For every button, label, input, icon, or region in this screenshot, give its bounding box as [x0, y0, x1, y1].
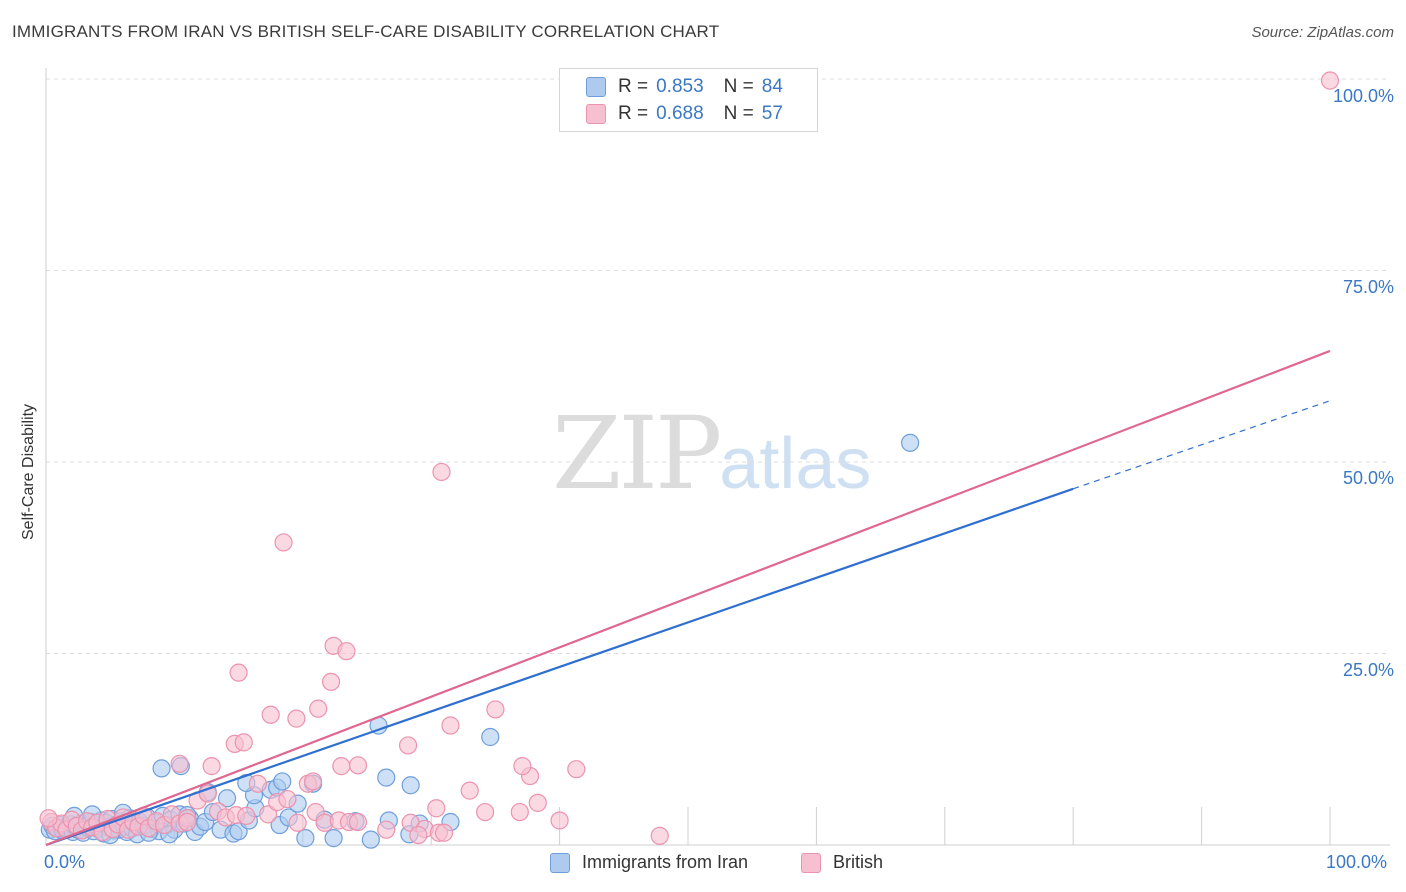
iran-point [273, 772, 292, 791]
british-point [427, 799, 446, 818]
iran-point [324, 829, 343, 848]
iran-point [152, 759, 171, 778]
british-point [460, 781, 479, 800]
legend-swatch-blue [586, 77, 606, 97]
british-point [332, 757, 351, 776]
british-point [287, 709, 306, 728]
british-point [321, 672, 341, 691]
legend-swatch-pink [586, 104, 606, 124]
trendline-iran-extension [1073, 400, 1331, 490]
legend-n-label: N = [723, 76, 754, 97]
chart-title: IMMIGRANTS FROM IRAN VS BRITISH SELF-CAR… [12, 22, 720, 41]
legend-row-iran: R = 0.853 N = 84 [586, 75, 783, 99]
british-point [237, 806, 256, 825]
y-axis-label: Self-Care Disability [20, 403, 37, 540]
legend-r-value: 0.853 [656, 76, 704, 97]
british-point [550, 811, 569, 830]
series-iran-points [40, 433, 920, 849]
iran-point [361, 830, 380, 849]
legend-n-value: 84 [761, 76, 783, 97]
british-point [486, 700, 505, 719]
legend-n-label: N = [723, 103, 754, 124]
british-point [377, 820, 396, 839]
x-tick-0: 0.0% [44, 852, 86, 872]
axes [45, 68, 1390, 846]
legend-r-label: R = [618, 76, 649, 97]
watermark-atlas: atlas [719, 424, 872, 504]
series-british-points [39, 71, 1340, 845]
y-tick-100: 100.0% [1332, 86, 1394, 106]
legend-swatch-blue [550, 852, 570, 873]
iran-point [481, 727, 500, 747]
legend-swatch-pink [801, 852, 821, 873]
legend-label-british: British [833, 852, 884, 872]
british-point [309, 699, 328, 718]
legend-r-label: R = [618, 103, 649, 124]
british-point [510, 802, 529, 822]
legend-item-iran: Immigrants from Iran [550, 852, 748, 873]
british-point [248, 774, 267, 793]
legend-label-iran: Immigrants from Iran [582, 852, 749, 872]
british-point [409, 825, 428, 845]
y-tick-25: 25.0% [1342, 660, 1394, 680]
british-point [528, 793, 547, 812]
british-point [432, 462, 451, 482]
british-point [259, 805, 278, 824]
british-point [348, 756, 368, 775]
iran-point [296, 829, 315, 848]
british-point [567, 760, 586, 779]
british-point [1320, 71, 1340, 90]
british-point [170, 754, 189, 773]
british-point [303, 772, 323, 791]
stats-legend: R = 0.853 N = 84 R = 0.688 N = 57 [559, 68, 818, 132]
british-point [39, 809, 58, 828]
british-point [234, 733, 253, 752]
y-tick-75: 75.0% [1342, 277, 1394, 297]
british-point [441, 716, 460, 735]
iran-point [901, 433, 920, 452]
gridlines [46, 78, 1390, 654]
british-point [513, 757, 532, 776]
source-label: Source: ZipAtlas.com [1251, 24, 1394, 41]
british-point [337, 642, 356, 661]
british-point [274, 533, 293, 552]
iran-point [401, 776, 420, 795]
y-tick-50: 50.0% [1342, 468, 1394, 488]
british-point [178, 812, 197, 832]
legend-n-value: 57 [761, 103, 783, 124]
watermark-zip: ZIP [552, 395, 722, 512]
british-point [229, 663, 248, 682]
british-point [261, 705, 280, 724]
x-tick-100: 100.0% [1326, 852, 1388, 872]
british-point [202, 757, 221, 776]
british-point [348, 812, 368, 832]
trendline-iran [45, 487, 1074, 847]
british-point [650, 826, 669, 845]
trendlines [45, 349, 1331, 847]
trendline-british [45, 349, 1331, 847]
watermark: ZIPatlas [552, 395, 871, 512]
iran-point [377, 768, 396, 787]
british-point [288, 813, 307, 832]
iran-point [217, 789, 237, 808]
british-point [476, 802, 495, 822]
legend-row-british: R = 0.688 N = 57 [586, 102, 783, 126]
legend-r-value: 0.688 [656, 103, 704, 124]
british-point [434, 823, 454, 842]
british-point [278, 789, 297, 809]
british-point [398, 736, 418, 755]
legend-item-british: British [801, 852, 883, 873]
